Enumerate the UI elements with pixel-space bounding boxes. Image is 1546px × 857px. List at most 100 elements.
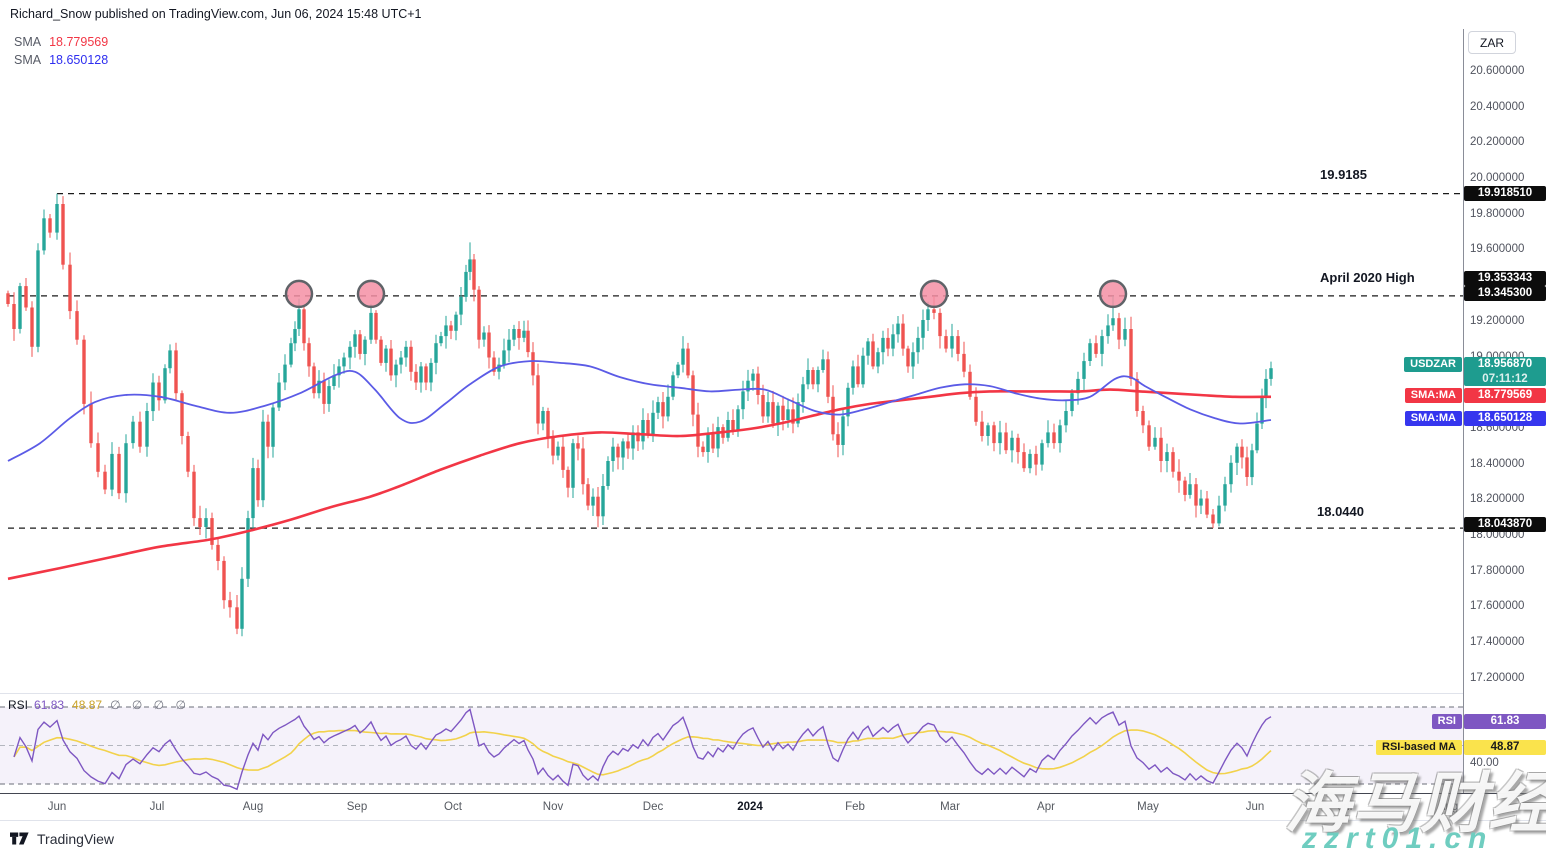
candle-body (283, 364, 287, 383)
price-tick-17.8: 17.800000 (1470, 564, 1525, 577)
candle-body (998, 432, 1002, 444)
rsi-ma-line[interactable] (13, 729, 1272, 776)
peak-marker-circle[interactable] (1098, 279, 1128, 309)
candle-body (131, 421, 135, 444)
candle-body (332, 375, 336, 386)
candle-body (180, 393, 184, 436)
time-tick-nov: Nov (542, 801, 564, 813)
time-axis[interactable]: Jun Jul Aug Sep Oct Nov Dec 2024 Feb Mar Apr May Jun… (0, 794, 1546, 820)
candle-body (1211, 514, 1215, 524)
candle-body (379, 339, 383, 363)
sma-fast-legend-row[interactable]: SMA 18.779569 (14, 33, 108, 51)
price-tick-19.6: 19.600000 (1470, 243, 1525, 256)
rsi-legend-value: 61.83 (34, 698, 65, 712)
candle-body (1217, 505, 1221, 524)
candle-body (950, 336, 954, 349)
candle-body (1269, 368, 1273, 379)
price-tick-18.4: 18.400000 (1470, 457, 1525, 470)
candle-body (1147, 425, 1151, 447)
candle-body (444, 325, 448, 337)
sma-slow-line[interactable] (7, 360, 1272, 462)
candle-body (399, 357, 403, 365)
indicator-legend[interactable]: SMA 18.779569 SMA 18.650128 (14, 33, 108, 69)
candle-body (353, 334, 357, 347)
candle-body (836, 434, 840, 445)
candle-body (12, 304, 16, 329)
candle-body (68, 264, 72, 312)
time-tick-jun: Jun (1245, 801, 1265, 813)
candle-body (616, 446, 620, 458)
currency-axis-button[interactable]: ZAR (1468, 31, 1516, 54)
horizontal-level-lines[interactable] (8, 192, 1463, 529)
candle-body (1194, 484, 1198, 506)
candle-body (502, 350, 506, 365)
peak-marker-circle[interactable] (284, 279, 314, 309)
april-2020-high-annotation: April 2020 High (1320, 270, 1415, 285)
candle-body (926, 309, 930, 320)
candle-body (374, 312, 378, 340)
candle-body (348, 346, 352, 358)
candle-body (497, 364, 501, 372)
candle-body (192, 471, 196, 519)
candle-body (806, 370, 810, 385)
watermark-cn-text: 海马财经 (1284, 766, 1546, 840)
price-axis[interactable]: 20.600000 20.400000 20.200000 20.000000 19.8… (1464, 0, 1546, 793)
time-tick-oct: Oct (444, 801, 462, 813)
candle-body (896, 323, 900, 335)
candle-body (962, 353, 966, 372)
peak-marker-circles[interactable] (284, 279, 1128, 309)
candle-body (1250, 450, 1254, 478)
candle-body (1022, 452, 1026, 469)
candle-body (302, 309, 306, 344)
tradingview-footer[interactable]: TradingView (10, 830, 114, 847)
candle-body (871, 341, 875, 367)
sma-slow-legend-row[interactable]: SMA 18.650128 (14, 51, 108, 69)
candle-body (1141, 411, 1145, 426)
candle-body (731, 420, 735, 431)
candle-body (796, 402, 800, 424)
candle-body (1070, 393, 1074, 411)
candle-body (1153, 437, 1157, 447)
candle-body (1135, 378, 1139, 411)
rsi-line[interactable] (13, 708, 1272, 791)
candle-body (671, 375, 675, 397)
candle-body (246, 518, 250, 579)
price-tick-17.4: 17.400000 (1470, 636, 1525, 648)
candle-body (766, 402, 770, 417)
candle-body (429, 362, 433, 383)
peak-marker-circle[interactable] (356, 279, 386, 309)
rsi-tick-40: 40.00 (1470, 757, 1499, 769)
candle-body (631, 432, 635, 449)
candle-body (307, 343, 311, 367)
price-tick-17.2: 17.200000 (1470, 671, 1525, 684)
candle-body (716, 427, 720, 449)
candle-body (124, 443, 128, 494)
candle-body (1028, 453, 1032, 469)
candle-body (30, 307, 34, 347)
peak-marker-circle[interactable] (919, 279, 949, 309)
candle-body (691, 375, 695, 415)
sma-fast-line[interactable] (7, 388, 1272, 581)
candle-body (271, 407, 275, 447)
candle-body (746, 380, 750, 392)
candle-body (251, 468, 255, 519)
price-tick-19.2: 19.200000 (1470, 314, 1525, 327)
candle-body (601, 486, 605, 517)
candle-body (163, 368, 167, 401)
price-tick-19.8: 19.800000 (1470, 207, 1525, 220)
time-tick-apr: Apr (1037, 801, 1055, 813)
candle-body (956, 336, 960, 354)
candle-body (204, 518, 208, 527)
rsi-indicator-legend[interactable]: RSI 61.83 48.87 ∅ ∅ ∅ ∅ (8, 698, 190, 712)
candle-body (526, 330, 530, 353)
sma-fast-legend-label: SMA (14, 35, 42, 49)
candle-body (861, 355, 865, 385)
candle-body (771, 402, 775, 424)
tradingview-brand-text: TradingView (37, 830, 115, 847)
candle-body (891, 334, 895, 349)
candlestick-series[interactable] (6, 193, 1273, 637)
price-tick-18.2: 18.200000 (1470, 493, 1525, 506)
candle-body (1016, 437, 1020, 453)
